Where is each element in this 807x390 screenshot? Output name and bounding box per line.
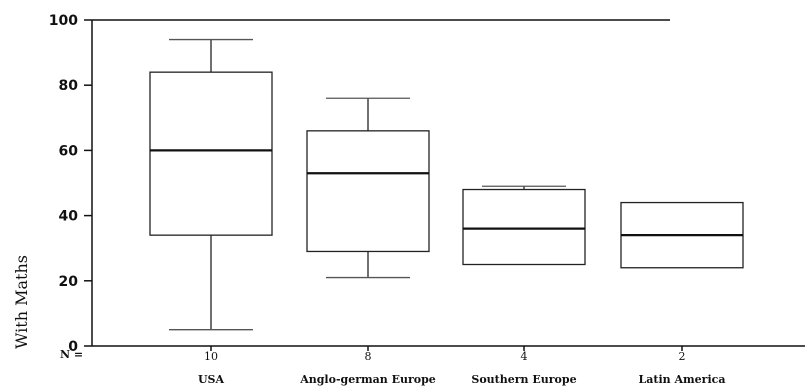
box-iqr [462, 188, 586, 266]
x-category-label: Latin America [639, 373, 726, 386]
x-axis: N = 10 USA 8 Anglo-german Europe 4 Southern Eu… [60, 346, 725, 386]
y-tick-label: 60 [59, 143, 79, 159]
x-category-label: Southern Europe [471, 373, 576, 386]
box-iqr [306, 130, 430, 253]
box-iqr [149, 71, 273, 236]
box-southern-europe [462, 185, 586, 266]
y-tick-label: 80 [59, 78, 79, 94]
box-usa [149, 38, 273, 331]
x-category-label: USA [198, 373, 225, 386]
y-axis-label: With Maths [12, 255, 31, 349]
box-anglo-german-europe [306, 97, 430, 279]
y-tick-label: 20 [59, 274, 79, 290]
y-tick-label: 100 [49, 13, 78, 29]
y-axis: 0 20 40 60 80 100 [49, 13, 92, 355]
box-series [149, 38, 744, 331]
y-tick-label: 40 [59, 209, 79, 225]
n-count-label: 2 [679, 350, 686, 363]
n-label: N = [60, 348, 83, 361]
n-count-label: 10 [204, 350, 218, 363]
n-count-label: 4 [521, 350, 528, 363]
n-count-label: 8 [365, 350, 372, 363]
x-category-label: Anglo-german Europe [299, 373, 436, 386]
box-latin-america [620, 201, 744, 269]
y-tick-label: 0 [68, 339, 78, 355]
